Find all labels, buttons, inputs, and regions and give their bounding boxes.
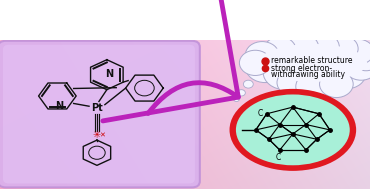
Circle shape xyxy=(245,51,285,83)
Circle shape xyxy=(264,37,296,62)
Circle shape xyxy=(237,90,245,96)
Circle shape xyxy=(263,55,307,90)
Text: withdrawing ability: withdrawing ability xyxy=(271,70,345,79)
FancyBboxPatch shape xyxy=(3,45,195,184)
Circle shape xyxy=(325,35,358,62)
Circle shape xyxy=(304,59,349,95)
Text: strong electron-: strong electron- xyxy=(271,64,332,73)
Circle shape xyxy=(344,53,374,80)
Circle shape xyxy=(327,57,366,89)
Circle shape xyxy=(304,33,339,61)
Circle shape xyxy=(285,34,319,60)
Circle shape xyxy=(342,39,374,64)
Text: N: N xyxy=(55,101,64,111)
Circle shape xyxy=(296,72,333,101)
Ellipse shape xyxy=(233,92,352,168)
FancyBboxPatch shape xyxy=(0,41,200,187)
Circle shape xyxy=(243,80,253,88)
Ellipse shape xyxy=(258,44,367,82)
Text: ✳: ✳ xyxy=(93,130,101,140)
Circle shape xyxy=(351,47,374,71)
Circle shape xyxy=(277,69,311,96)
Circle shape xyxy=(233,97,239,101)
Circle shape xyxy=(319,71,353,98)
Text: C: C xyxy=(258,108,263,118)
Text: remarkable structure: remarkable structure xyxy=(271,56,353,65)
Text: Pt: Pt xyxy=(91,103,103,113)
Text: N: N xyxy=(105,69,113,79)
Text: C: C xyxy=(275,153,280,162)
Circle shape xyxy=(281,57,328,95)
Circle shape xyxy=(245,42,279,68)
Circle shape xyxy=(239,50,271,75)
Ellipse shape xyxy=(230,89,356,171)
Text: ✕: ✕ xyxy=(99,132,105,138)
